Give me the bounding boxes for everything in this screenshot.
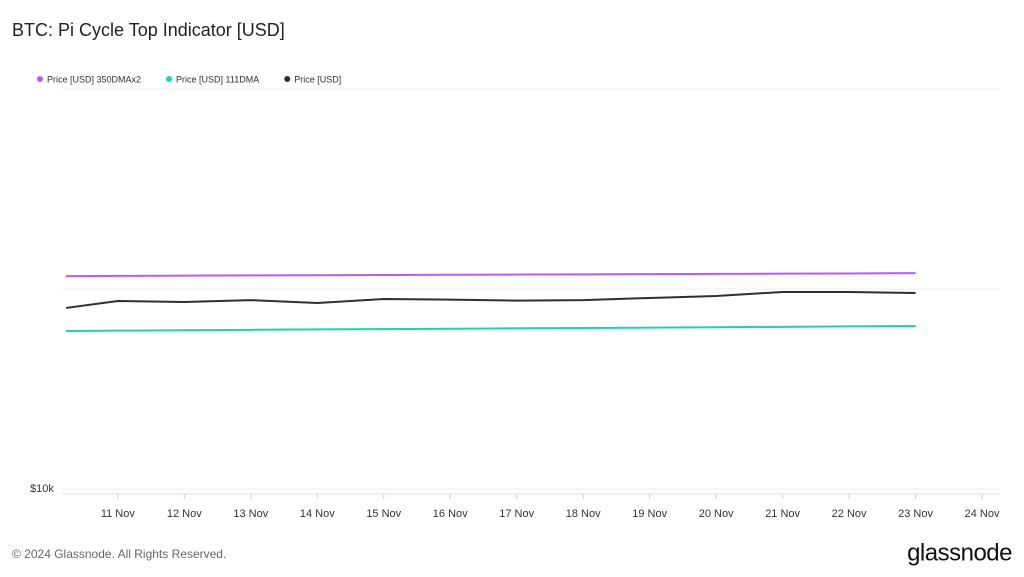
legend-marker xyxy=(284,76,291,82)
legend-label: Price [USD] 350DMAx2 xyxy=(47,74,141,84)
legend-marker xyxy=(166,76,173,82)
x-tick-label: 23 Nov xyxy=(898,508,933,520)
x-tick-label: 15 Nov xyxy=(366,508,401,520)
x-tick-label: 14 Nov xyxy=(300,508,335,520)
x-tick-label: 11 Nov xyxy=(101,508,136,520)
series-line xyxy=(65,272,916,278)
logo: glassnode xyxy=(907,539,1012,566)
legend-marker xyxy=(37,76,43,82)
legend-label: Price [USD] xyxy=(294,74,341,84)
x-tick-label: 13 Nov xyxy=(233,508,268,520)
series-line xyxy=(65,291,916,309)
x-tick-label: 24 Nov xyxy=(965,508,1000,520)
chart-title: BTC: Pi Cycle Top Indicator [USD] xyxy=(12,20,285,40)
x-tick-label: 17 Nov xyxy=(499,508,534,520)
legend-label: Price [USD] 111DMA xyxy=(176,74,259,84)
x-tick-label: 22 Nov xyxy=(832,508,867,520)
copyright: © 2024 Glassnode. All Rights Reserved. xyxy=(12,547,226,561)
x-tick-label: 21 Nov xyxy=(765,508,800,520)
x-tick-label: 12 Nov xyxy=(167,508,202,520)
x-tick-label: 16 Nov xyxy=(433,508,468,520)
x-tick-label: 18 Nov xyxy=(566,508,601,520)
x-tick-label: 20 Nov xyxy=(699,508,734,520)
series-line xyxy=(65,325,916,332)
x-tick-label: 19 Nov xyxy=(632,508,667,520)
y-tick-label: $10k xyxy=(30,483,54,495)
